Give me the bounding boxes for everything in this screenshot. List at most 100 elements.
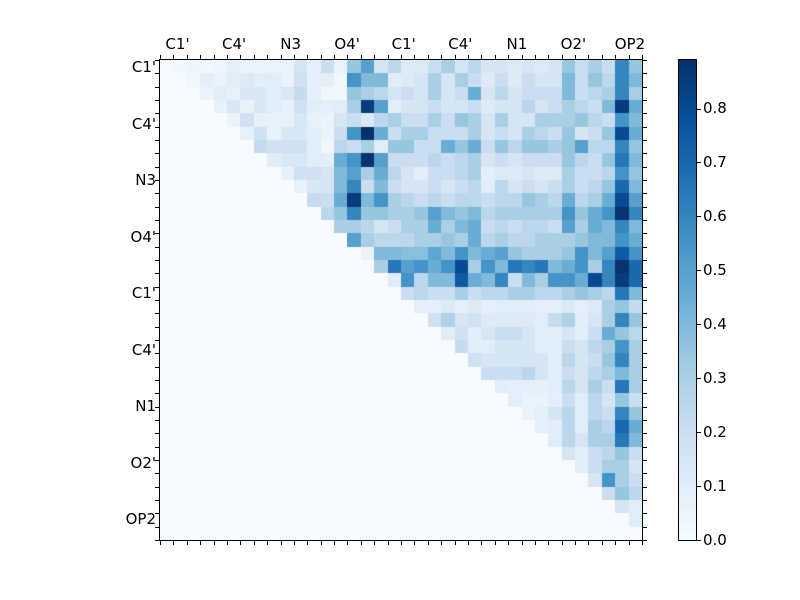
colorbar-tick-label: 0.8	[703, 99, 727, 118]
x-axis-tick	[374, 55, 375, 59]
x-axis-tick	[522, 541, 523, 545]
x-axis-label: O4'	[334, 35, 360, 53]
y-axis-tick	[643, 367, 647, 368]
y-axis-tick	[155, 87, 159, 88]
y-axis-tick	[155, 327, 159, 328]
x-axis-tick	[254, 55, 255, 59]
y-axis-label: OP2	[125, 510, 156, 529]
x-axis-tick	[200, 55, 201, 59]
y-axis-label: O2'	[130, 453, 156, 472]
x-axis-tick	[575, 541, 576, 545]
y-axis-tick	[643, 260, 647, 261]
x-axis-label: N3	[280, 35, 301, 53]
x-axis-tick	[307, 55, 308, 59]
x-axis-tick	[414, 541, 415, 545]
y-axis-tick	[643, 340, 647, 341]
x-axis-tick	[214, 55, 215, 59]
x-axis-tick	[642, 55, 643, 59]
x-axis-tick	[428, 55, 429, 59]
colorbar-tick-label: 0.7	[703, 152, 727, 171]
y-axis-tick	[155, 167, 159, 168]
x-axis-tick	[562, 55, 563, 59]
x-axis-label: C1'	[391, 35, 416, 53]
y-axis-tick	[643, 540, 647, 541]
y-axis-tick	[155, 73, 159, 74]
y-axis-tick	[643, 127, 647, 128]
x-axis-tick	[481, 55, 482, 59]
x-axis-tick	[240, 55, 241, 59]
colorbar-tick	[697, 378, 701, 379]
y-axis-tick	[643, 153, 647, 154]
x-axis-tick	[267, 541, 268, 545]
x-axis-tick	[388, 541, 389, 545]
colorbar-tick	[697, 216, 701, 217]
y-axis-label: N1	[135, 397, 156, 416]
x-axis-tick	[267, 55, 268, 59]
heatmap-cells-canvas	[160, 60, 642, 540]
y-axis-tick	[643, 513, 647, 514]
x-axis-tick	[254, 541, 255, 545]
y-axis-tick	[155, 420, 159, 421]
y-axis-tick	[643, 193, 647, 194]
x-axis-tick	[401, 541, 402, 545]
y-axis-tick	[155, 367, 159, 368]
y-axis-tick	[155, 513, 159, 514]
y-axis-tick	[643, 473, 647, 474]
y-axis-tick	[155, 447, 159, 448]
x-axis-tick	[562, 541, 563, 545]
x-axis-tick	[481, 541, 482, 545]
colorbar	[678, 59, 697, 541]
x-axis-tick	[388, 55, 389, 59]
x-axis-tick	[173, 541, 174, 545]
colorbar-tick-label: 0.3	[703, 368, 727, 387]
y-axis-label: O4'	[130, 227, 156, 246]
y-axis-tick	[643, 407, 647, 408]
y-axis-tick	[643, 73, 647, 74]
y-axis-tick	[643, 460, 647, 461]
x-axis-tick	[334, 541, 335, 545]
y-axis-tick	[155, 113, 159, 114]
x-axis-tick	[455, 541, 456, 545]
x-axis-tick	[214, 541, 215, 545]
x-axis-tick	[401, 55, 402, 59]
x-axis-label: C1'	[165, 35, 190, 53]
x-axis-tick	[227, 55, 228, 59]
x-axis-tick	[374, 541, 375, 545]
x-axis-tick	[321, 55, 322, 59]
x-axis-tick	[441, 541, 442, 545]
x-axis-tick	[575, 55, 576, 59]
y-axis-tick	[643, 273, 647, 274]
x-axis-label: OP2	[614, 35, 646, 53]
y-axis-tick	[643, 287, 647, 288]
y-axis-tick	[643, 180, 647, 181]
colorbar-tick	[697, 270, 701, 271]
y-axis-label: C4'	[131, 340, 156, 359]
y-axis-tick	[155, 273, 159, 274]
y-axis-tick	[643, 167, 647, 168]
x-axis-tick	[522, 55, 523, 59]
y-axis-tick	[155, 153, 159, 154]
x-axis-tick	[615, 541, 616, 545]
x-axis-tick	[548, 541, 549, 545]
x-axis-label: C4'	[448, 35, 473, 53]
y-axis-tick	[155, 233, 159, 234]
y-axis-tick	[155, 473, 159, 474]
x-axis-tick	[361, 55, 362, 59]
y-axis-tick	[643, 353, 647, 354]
colorbar-tick-label: 0.6	[703, 206, 727, 225]
y-axis-tick	[155, 380, 159, 381]
x-axis-tick	[361, 541, 362, 545]
x-axis-tick	[307, 541, 308, 545]
y-axis-label: C1'	[131, 58, 156, 76]
y-axis-tick	[643, 380, 647, 381]
y-axis-tick	[643, 220, 647, 221]
y-axis-tick	[155, 100, 159, 101]
y-axis-tick	[643, 487, 647, 488]
colorbar-tick	[697, 432, 701, 433]
y-axis-tick	[155, 393, 159, 394]
y-axis-tick	[643, 433, 647, 434]
x-axis-tick	[240, 541, 241, 545]
x-axis-tick	[281, 541, 282, 545]
y-axis-tick	[643, 140, 647, 141]
